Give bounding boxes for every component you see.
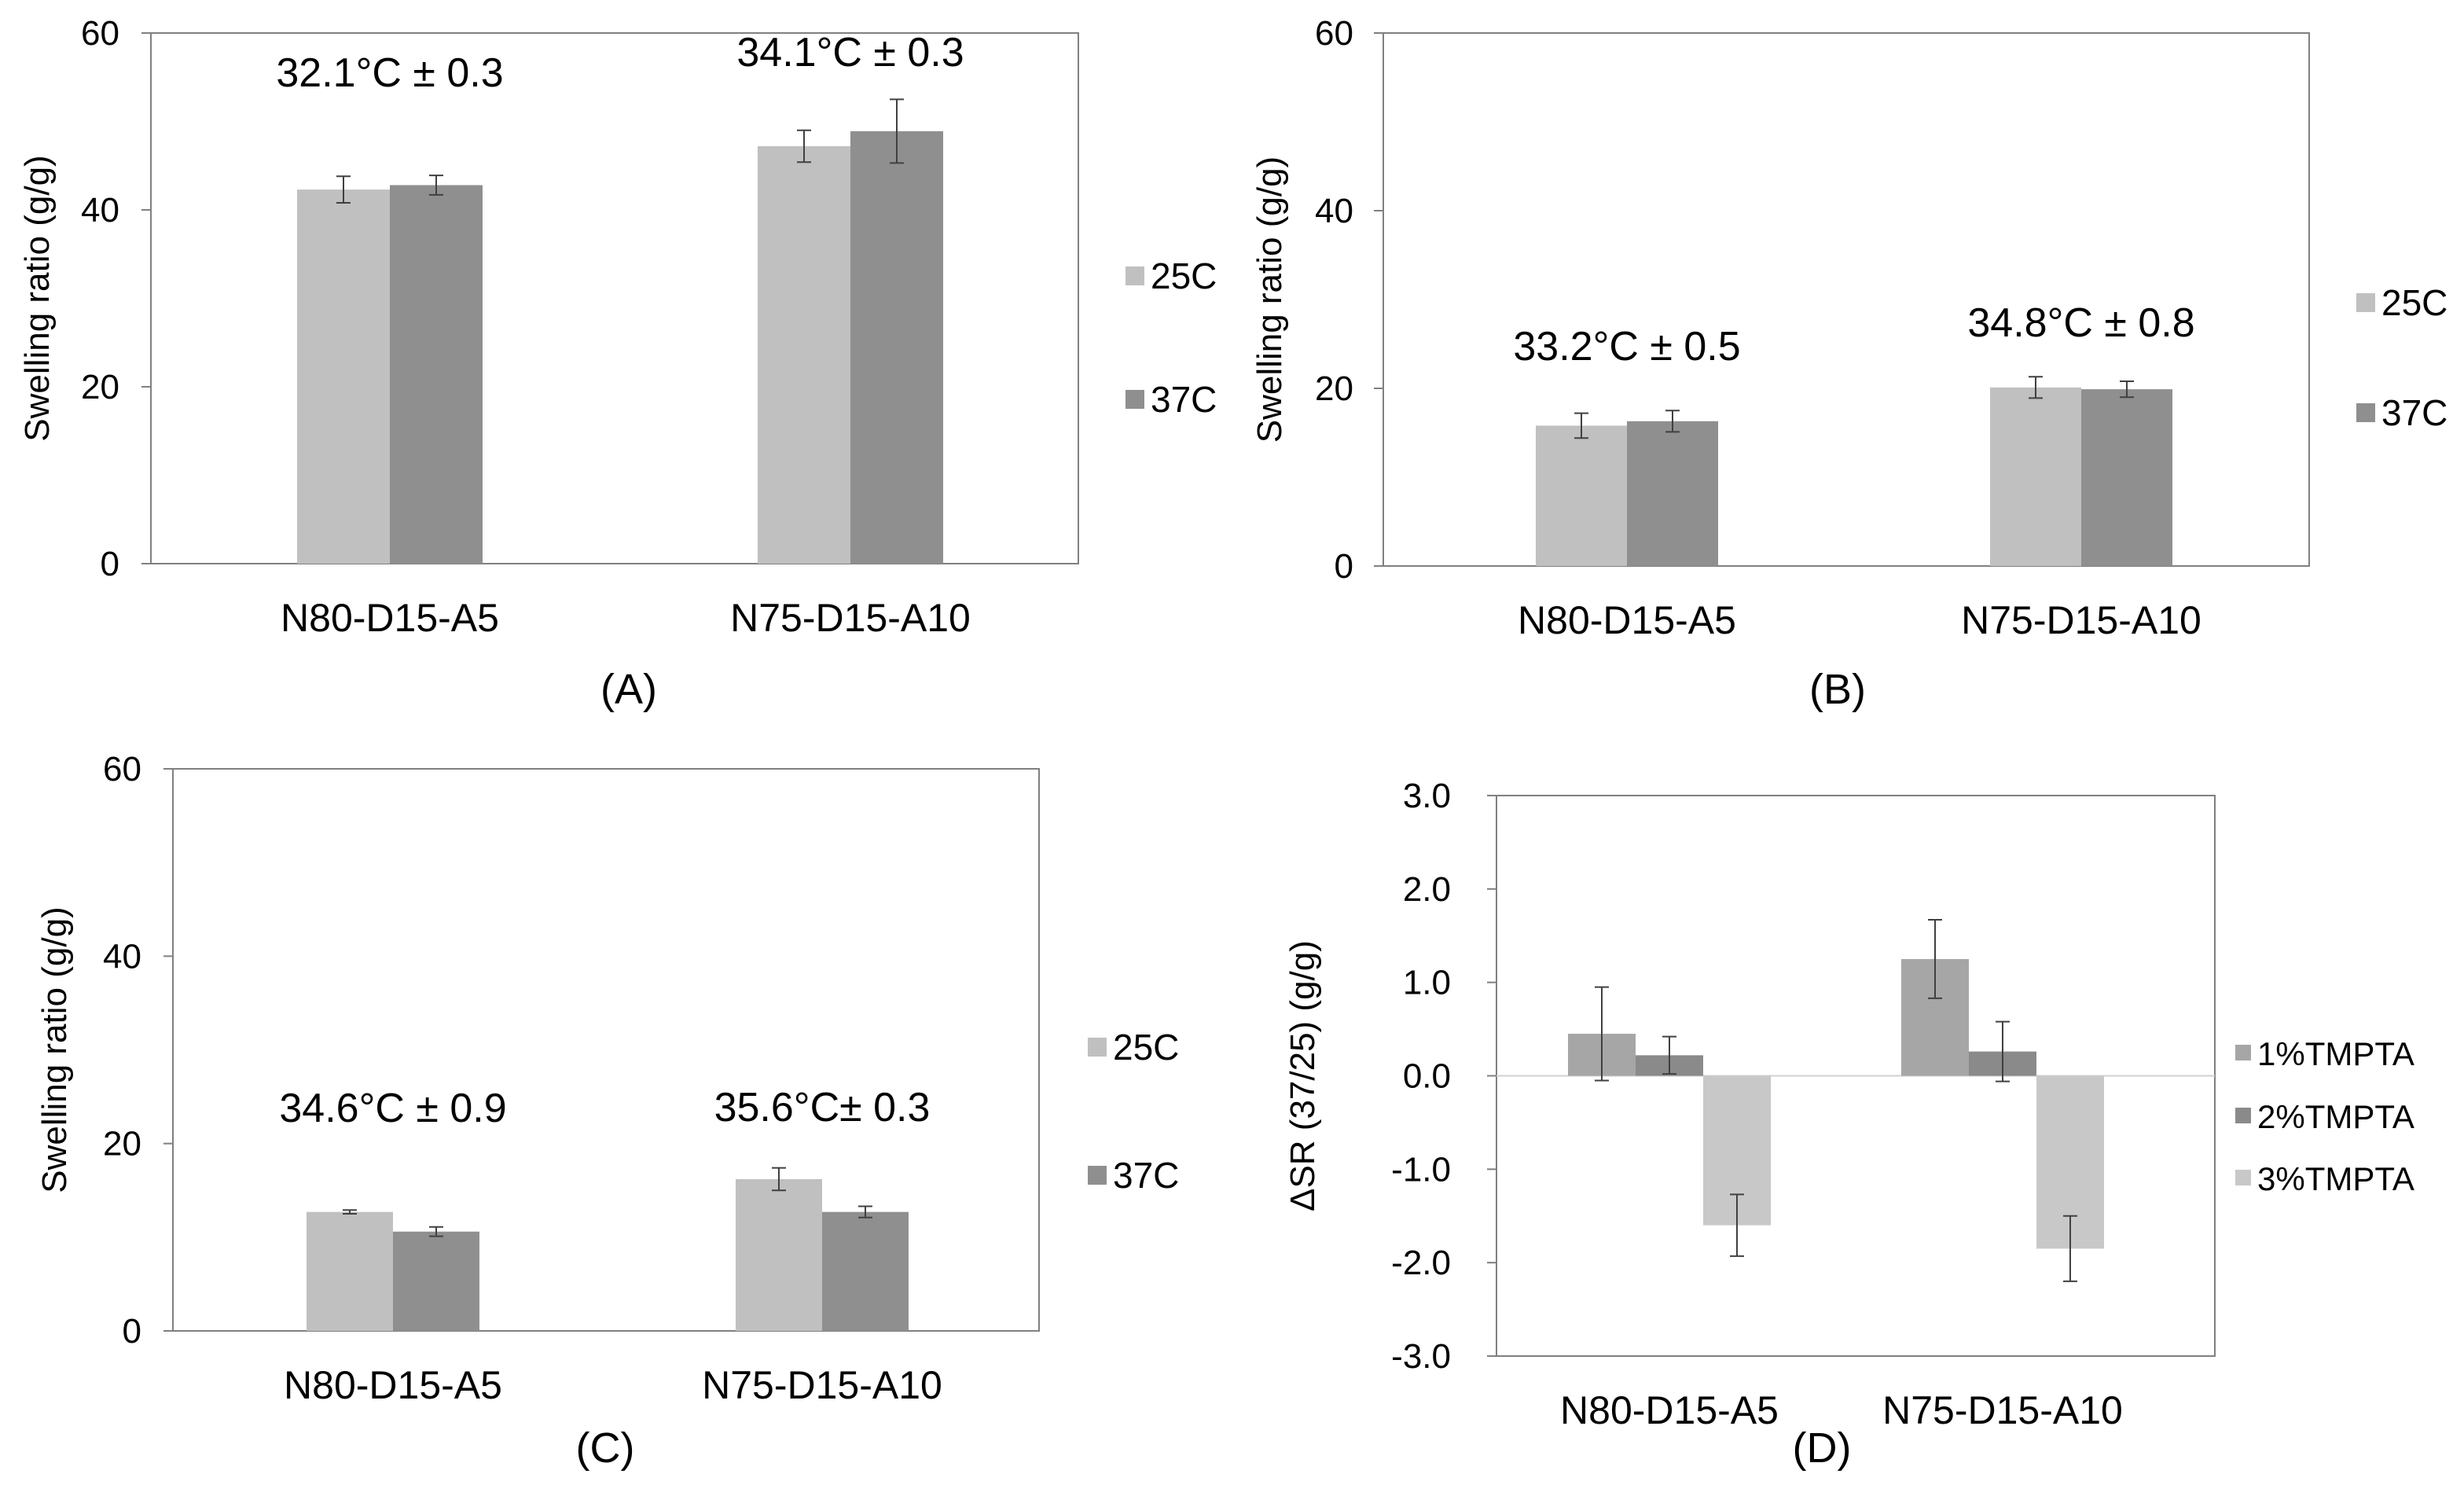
panel-a-ytick-label: 0 [101,545,119,583]
panel-c-bar-25c-1 [307,1211,393,1331]
panel-c-bar-25c-2 [736,1178,822,1331]
panel-b-category-label: N80-D15-A5 [1518,598,1736,642]
panel-a-lcst-annotation: 34.1°C ± 0.3 [736,30,964,75]
panel-c-ytick-label: 40 [103,937,141,976]
panel-c-legend-label: 37C [1113,1155,1179,1196]
panel-c-category-label: N80-D15-A5 [284,1363,502,1407]
panel-b-legend-label: 25C [2381,282,2447,323]
panel-c-category-label: N75-D15-A10 [702,1363,942,1407]
panel-d-legend-swatch-2-tmpta [2235,1108,2251,1123]
panel-c-ytick-label: 20 [103,1125,141,1163]
panel-b-lcst-annotation: 33.2°C ± 0.5 [1513,324,1740,369]
panel-b-bar-37c-1 [1627,421,1718,566]
panel-b-legend-swatch-25c [2356,293,2375,312]
panel-b-legend-swatch-37c [2356,403,2375,422]
panel-a-ytick-label: 60 [81,14,119,53]
panel-a-bar-37c-2 [850,130,943,564]
panel-c-chart: 0 20 40 60 Swelling ratio (g/g) N80-D15-A5 34.… [35,750,1179,1472]
panel-d-label: (D) [1793,1424,1852,1472]
panel-d-chart: -3.0 -2.0 -1.0 0.0 1.0 2.0 3.0 ΔSR (37/25) (g/g… [1283,777,2414,1472]
panel-d-y-axis-title: ΔSR (37/25) (g/g) [1283,940,1322,1211]
panel-d-ytick-label: -3.0 [1391,1337,1451,1376]
panel-c-bar-37c-2 [822,1211,909,1331]
panel-d-legend-swatch-1-tmpta [2235,1045,2251,1060]
panel-d-ytick-label: 3.0 [1403,777,1451,815]
panel-c-ytick-label: 60 [103,750,141,788]
panel-a-category-label: N75-D15-A10 [730,596,971,640]
panel-d-ytick-label: 0.0 [1403,1057,1451,1096]
panel-b-bar-25c-1 [1536,425,1627,566]
panel-c-bar-37c-1 [393,1231,479,1331]
panel-c-y-axis-title: Swelling ratio (g/g) [35,906,74,1193]
panel-b-legend-label: 37C [2381,392,2447,433]
panel-b-ytick-label: 0 [1335,547,1353,586]
panel-b-ytick-label: 20 [1315,369,1353,408]
panel-c-ytick-label: 0 [123,1312,141,1351]
panel-a-ytick-label: 20 [81,368,119,406]
panel-d-legend-label: 3%TMPTA [2257,1160,2414,1197]
panel-d-category-label: N75-D15-A10 [1882,1388,2123,1432]
panel-b-bar-37c-2 [2081,389,2172,566]
panel-a-y-axis-title: Swelling ratio (g/g) [18,155,57,441]
panel-b-lcst-annotation: 34.8°C ± 0.8 [1967,300,2194,346]
panel-b-ytick-label: 40 [1315,192,1353,230]
panel-d-ytick-label: 1.0 [1403,964,1451,1002]
panel-a-legend-swatch-25c [1126,266,1144,285]
panel-b-y-axis-title: Swelling ratio (g/g) [1250,156,1289,443]
panel-c-lcst-annotation: 35.6°C± 0.3 [714,1085,931,1130]
panel-b-bar-25c-2 [1990,387,2081,566]
panel-a-legend-label: 25C [1151,255,1217,296]
panel-c-legend-label: 25C [1113,1027,1179,1068]
panel-b-ytick-label: 60 [1315,14,1353,53]
panel-b-chart: 0 20 40 60 Swelling ratio (g/g) N80-D15-A5 33.… [1250,14,2447,713]
panel-a-bar-25c-1 [297,189,390,564]
panel-b-plot-area [1383,32,2310,567]
panel-a-bar-25c-2 [758,146,850,564]
panel-c-plot-area [172,768,1040,1332]
panel-b-category-label: N75-D15-A10 [1961,598,2201,642]
panel-a-plot-area [150,32,1079,564]
panel-a-legend-label: 37C [1151,379,1217,420]
panel-c-label: (C) [576,1424,635,1472]
panel-d-ytick-label: 2.0 [1403,870,1451,909]
panel-c-legend-swatch-25c [1088,1038,1107,1057]
panel-d-category-label: N80-D15-A5 [1560,1388,1779,1432]
panel-c-lcst-annotation: 34.6°C ± 0.9 [279,1086,506,1131]
panel-d-ytick-label: -1.0 [1391,1150,1451,1189]
panel-c-legend-swatch-37c [1088,1166,1107,1185]
panel-a-lcst-annotation: 32.1°C ± 0.3 [276,50,503,96]
panel-a-chart: 0 20 40 60 Swelling ratio (g/g) N80-D15-A5 32.… [18,14,1217,713]
panel-a-label: (A) [600,666,657,713]
panel-a-legend-swatch-37c [1126,390,1144,409]
panel-a-category-label: N80-D15-A5 [281,596,499,640]
panel-b-label: (B) [1809,666,1866,713]
panel-d-legend-label: 2%TMPTA [2257,1098,2414,1135]
panel-a-bar-37c-1 [390,185,483,564]
panel-d-ytick-label: -2.0 [1391,1244,1451,1282]
panel-d-legend-swatch-3-tmpta [2235,1170,2251,1185]
panel-a-ytick-label: 40 [81,191,119,230]
panel-d-legend-label: 1%TMPTA [2257,1035,2414,1072]
